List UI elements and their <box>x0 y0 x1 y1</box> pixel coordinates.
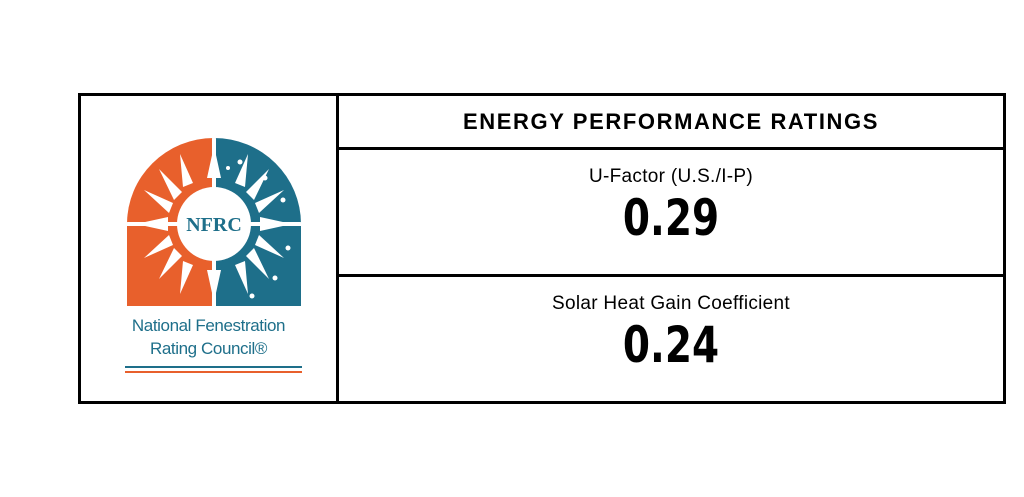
energy-rating-label: NFRC National Fenestration Rating Counci… <box>78 93 1006 404</box>
ratings-panel: ENERGY PERFORMANCE RATINGS U-Factor (U.S… <box>339 96 1003 401</box>
ratings-title: ENERGY PERFORMANCE RATINGS <box>462 108 880 134</box>
u-factor-label: U-Factor (U.S./I-P) <box>588 166 754 187</box>
orange-rule <box>125 371 302 373</box>
logo-underline-rules <box>125 366 302 373</box>
nfrc-logo-panel: NFRC National Fenestration Rating Counci… <box>81 96 339 401</box>
ratings-title-row: ENERGY PERFORMANCE RATINGS <box>339 96 1003 150</box>
org-name-line2: Rating Council® <box>149 339 268 358</box>
shgc-value: 0.24 <box>622 316 720 374</box>
teal-rule <box>125 366 302 368</box>
u-factor-value: 0.29 <box>622 189 720 247</box>
shgc-label: Solar Heat Gain Coefficient <box>552 293 790 314</box>
nfrc-logo-icon: NFRC <box>127 138 301 306</box>
org-name-line1: National Fenestration <box>131 316 286 335</box>
shgc-row: Solar Heat Gain Coefficient 0.24 <box>339 277 1003 401</box>
logo-acronym: NFRC <box>186 214 242 236</box>
u-factor-row: U-Factor (U.S./I-P) 0.29 <box>339 150 1003 277</box>
